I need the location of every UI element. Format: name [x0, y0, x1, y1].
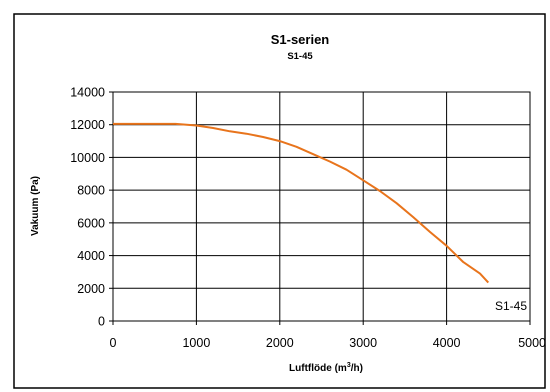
x-tick-label: 1000	[182, 336, 210, 350]
y-tick-label: 12000	[70, 118, 105, 132]
y-tick-label: 14000	[70, 86, 105, 100]
y-tick-label: 4000	[77, 249, 105, 263]
plot-area	[112, 91, 531, 322]
y-axis: 0 2000 4000 6000 8000 10000 12000 14000	[70, 86, 113, 329]
x-tick-label: 0	[110, 336, 117, 350]
y-tick-label: 2000	[77, 282, 105, 296]
x-axis-label-main: Luftflöde (m	[289, 363, 347, 374]
x-tick-label: 4000	[433, 336, 461, 350]
y-axis-label: Vakuum (Pa)	[30, 176, 41, 236]
x-tick-label: 5000	[518, 336, 546, 350]
x-axis-label-end: /h)	[351, 363, 363, 374]
series	[113, 122, 490, 284]
chart-title: S1-serien	[271, 32, 330, 47]
x-tick-label: 3000	[349, 336, 377, 350]
y-tick-label: 6000	[77, 216, 105, 230]
y-tick-label: 8000	[77, 184, 105, 198]
legend-entry-s1-45: S1-45	[495, 299, 527, 313]
y-tick-label: 10000	[70, 151, 105, 165]
series-line-s1-45	[113, 122, 490, 284]
x-tick-label: 2000	[266, 336, 294, 350]
x-axis: 0 1000 2000 3000 4000 5000	[110, 321, 546, 350]
chart-subtitle: S1-45	[287, 51, 313, 62]
chart-frame	[13, 13, 546, 389]
x-axis-label-superscript: 3	[347, 362, 351, 369]
y-tick-label: 0	[98, 315, 105, 329]
x-axis-label: Luftflöde (m3/h)	[289, 362, 363, 374]
